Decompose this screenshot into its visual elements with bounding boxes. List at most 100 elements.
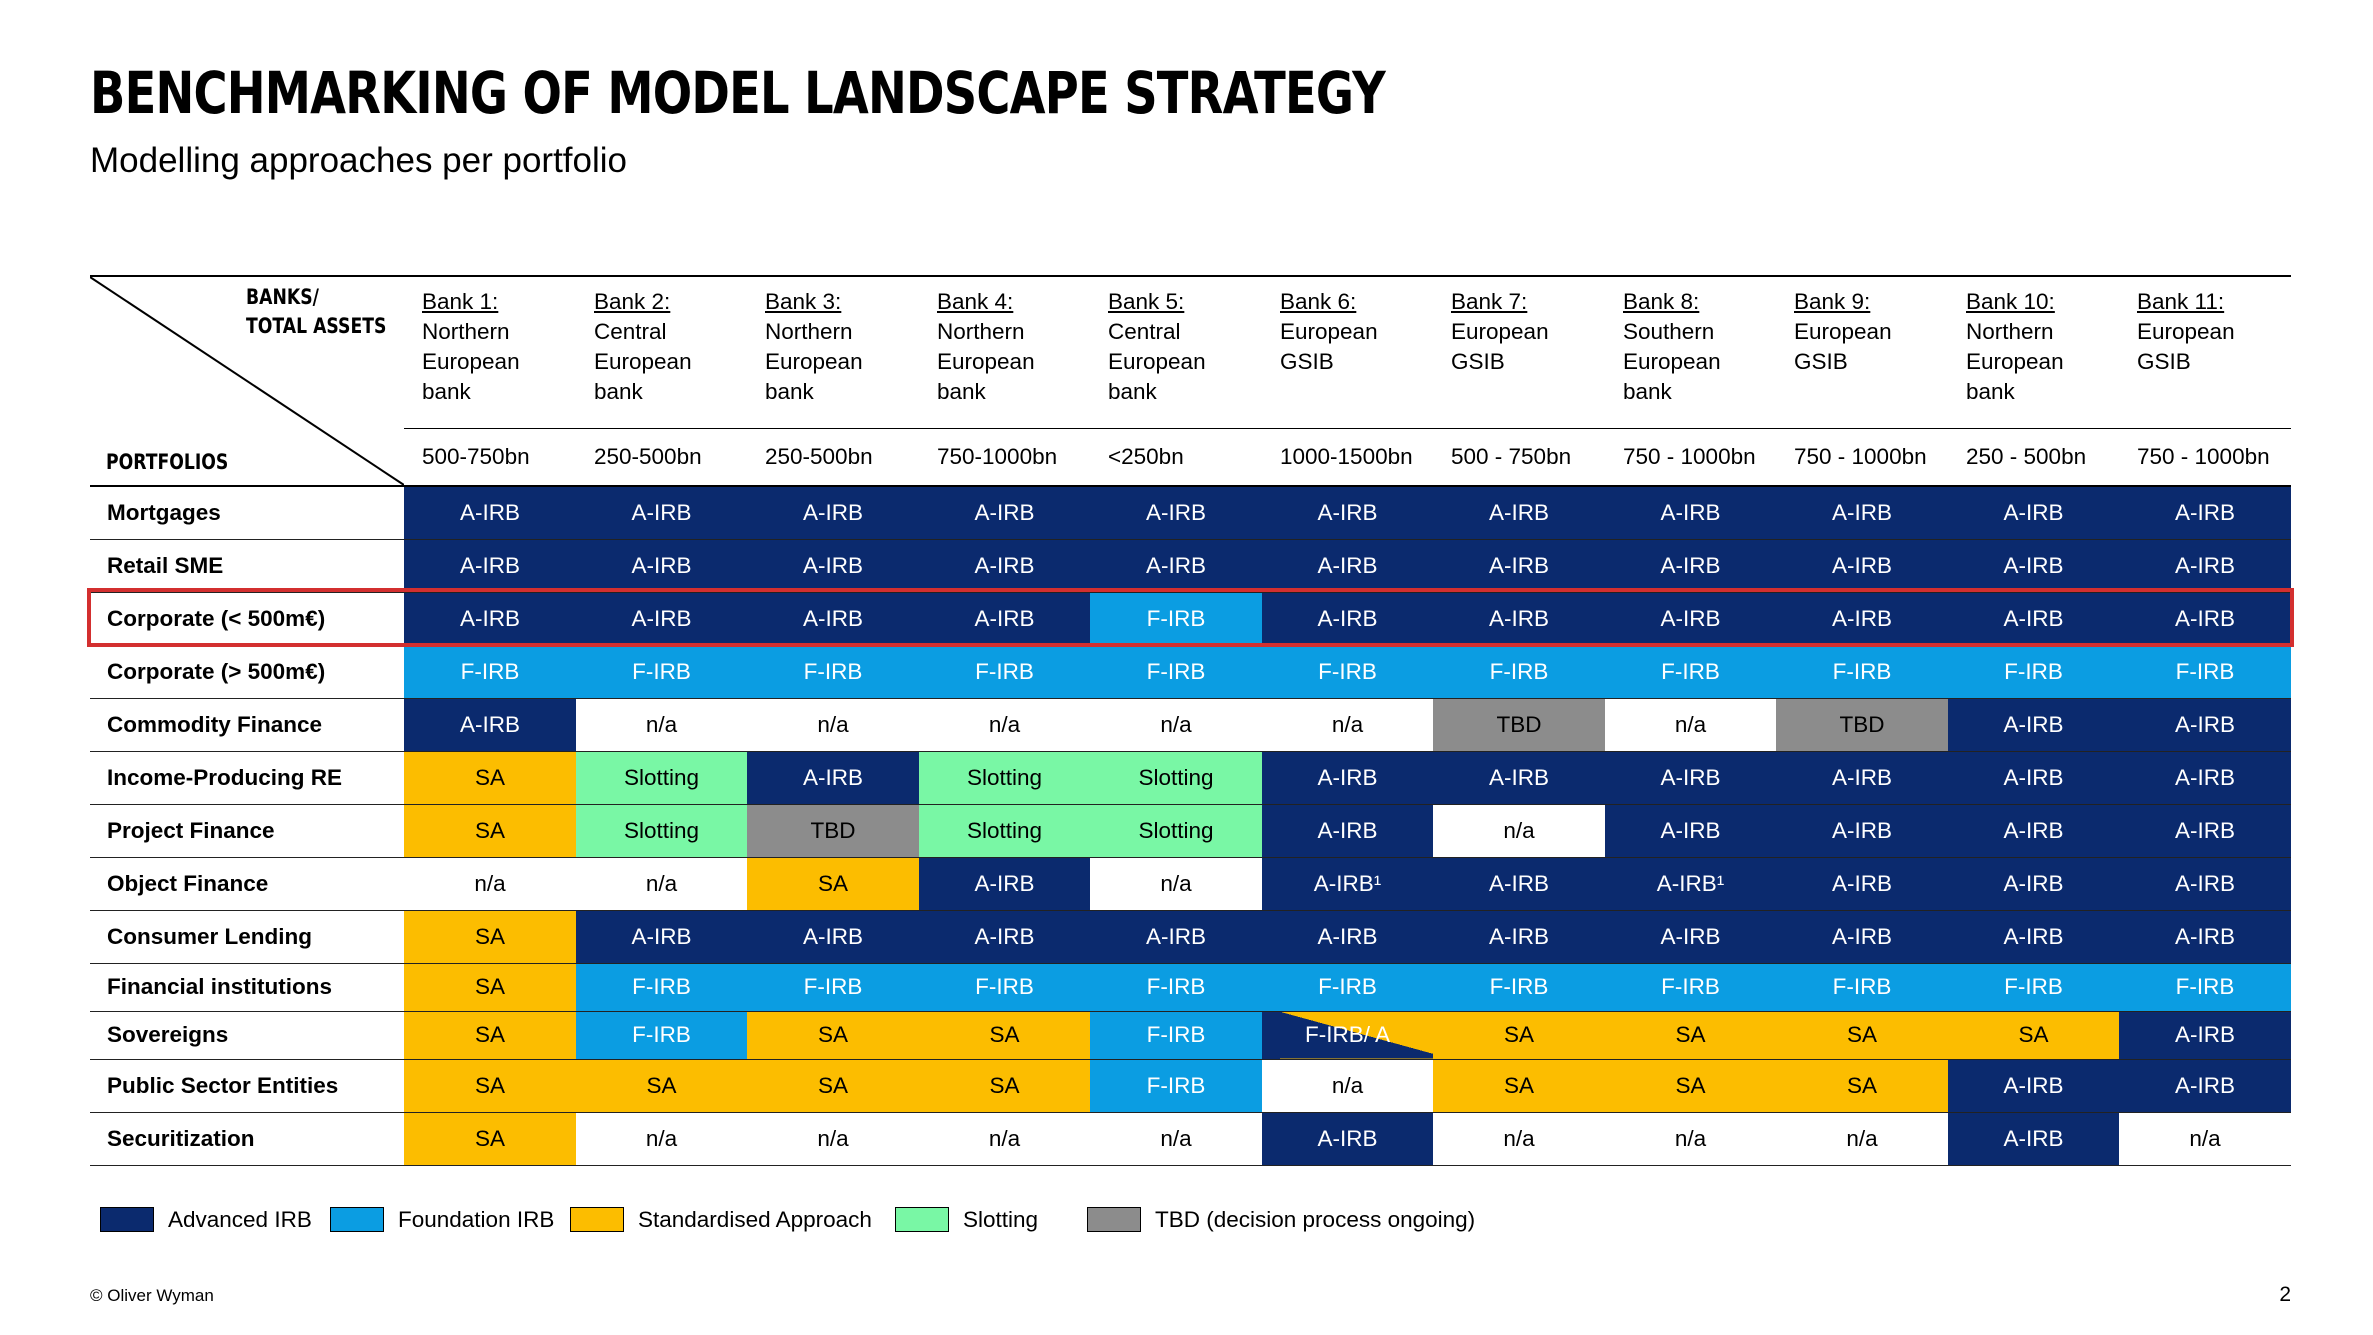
approach-cell: A-IRB bbox=[1948, 486, 2119, 540]
bank-description-line: bank bbox=[1108, 379, 1157, 404]
approach-cell: SA bbox=[1433, 1011, 1605, 1060]
approach-cell: A-IRB bbox=[1262, 1112, 1433, 1166]
bank-name: Bank 2: bbox=[594, 289, 671, 314]
approach-cell: F-IRB bbox=[576, 645, 747, 699]
approach-cell: A-IRB bbox=[1433, 592, 1605, 646]
approach-cell: F-IRB bbox=[1262, 963, 1433, 1012]
approach-cell: F-IRB/ A bbox=[1262, 1011, 1433, 1060]
bank-header: Bank 6: European GSIB bbox=[1262, 275, 1433, 429]
approach-cell: n/a bbox=[576, 857, 747, 911]
bank-header: Bank 4: Northern European bank bbox=[919, 275, 1090, 429]
bank-description-line: European bbox=[1623, 349, 1721, 374]
legend-swatch bbox=[100, 1206, 154, 1232]
approach-cell: F-IRB bbox=[1776, 645, 1948, 699]
table-row: Retail SME A-IRB A-IRB A-IRB A-IRB A-IRB A-IRB… bbox=[90, 539, 2291, 593]
approach-cell: A-IRB bbox=[919, 910, 1090, 964]
approach-cell: F-IRB bbox=[919, 645, 1090, 699]
bank-description-line: European bbox=[422, 349, 520, 374]
approach-cell: n/a bbox=[1262, 1059, 1433, 1113]
table-row: Corporate (< 500m€) A-IRB A-IRB A-IRB A-IRB F… bbox=[90, 592, 2291, 646]
bank-description-line: bank bbox=[937, 379, 986, 404]
bank-name: Bank 1: bbox=[422, 289, 499, 314]
approach-cell: A-IRB bbox=[2119, 910, 2291, 964]
approach-cell: A-IRB bbox=[1262, 592, 1433, 646]
bank-total-assets: 750-1000bn bbox=[919, 428, 1090, 487]
page-title: BENCHMARKING OF MODEL LANDSCAPE STRATEGY bbox=[90, 59, 1386, 127]
approach-cell: SA bbox=[404, 910, 576, 964]
approach-cell: SA bbox=[747, 857, 919, 911]
table-row: Object Finance n/a n/a SA A-IRB n/a A-IRB¹ A-IR… bbox=[90, 857, 2291, 911]
bank-name: Bank 8: bbox=[1623, 289, 1700, 314]
bank-description-line: Central bbox=[594, 319, 667, 344]
bank-total-assets: 750 - 1000bn bbox=[1776, 428, 1948, 487]
approach-cell: n/a bbox=[1776, 1112, 1948, 1166]
bank-description-line: bank bbox=[422, 379, 471, 404]
approach-cell: A-IRB bbox=[2119, 857, 2291, 911]
approach-cell: A-IRB bbox=[576, 592, 747, 646]
approach-cell: F-IRB bbox=[404, 645, 576, 699]
legend-item: Standardised Approach bbox=[570, 1205, 872, 1235]
approach-cell: n/a bbox=[1433, 1112, 1605, 1166]
approach-cell: F-IRB bbox=[2119, 645, 2291, 699]
approach-cell: F-IRB bbox=[1605, 963, 1776, 1012]
approach-cell: A-IRB bbox=[747, 910, 919, 964]
bank-description-line: European bbox=[1108, 349, 1206, 374]
header-row-banks: BANKS/TOTAL ASSETS PORTFOLIOS Bank 1: North… bbox=[90, 275, 2291, 487]
approach-cell: A-IRB bbox=[1262, 804, 1433, 858]
approach-cell: F-IRB bbox=[1776, 963, 1948, 1012]
approach-cell: SA bbox=[576, 1059, 747, 1113]
approach-cell: A-IRB bbox=[1433, 486, 1605, 540]
footer-copyright: © Oliver Wyman bbox=[90, 1286, 214, 1305]
approach-cell: A-IRB bbox=[747, 539, 919, 593]
approach-cell: F-IRB bbox=[576, 963, 747, 1012]
approach-cell: n/a bbox=[919, 1112, 1090, 1166]
bank-header: Bank 10: Northern European bank bbox=[1948, 275, 2119, 429]
approach-cell: A-IRB bbox=[1433, 910, 1605, 964]
approach-cell: A-IRB bbox=[1262, 486, 1433, 540]
approach-cell: A-IRB bbox=[2119, 539, 2291, 593]
approach-cell: A-IRB bbox=[1605, 910, 1776, 964]
approach-cell: F-IRB bbox=[1090, 1059, 1262, 1113]
approach-cell: SA bbox=[404, 1112, 576, 1166]
approach-cell: F-IRB bbox=[1948, 963, 2119, 1012]
bank-name: Bank 7: bbox=[1451, 289, 1528, 314]
bank-header: Bank 2: Central European bank bbox=[576, 275, 747, 429]
approach-cell: F-IRB bbox=[1433, 645, 1605, 699]
table-row: Project Finance SA Slotting TBD Slotting Slot… bbox=[90, 804, 2291, 858]
approach-cell: A-IRB bbox=[1262, 910, 1433, 964]
approach-cell: A-IRB bbox=[404, 592, 576, 646]
approach-cell: n/a bbox=[1433, 804, 1605, 858]
approach-cell: A-IRB bbox=[1605, 592, 1776, 646]
approach-cell: F-IRB bbox=[1948, 645, 2119, 699]
bank-description-line: European bbox=[2137, 319, 2235, 344]
approach-cell: A-IRB bbox=[1776, 857, 1948, 911]
approach-cell: n/a bbox=[1090, 857, 1262, 911]
approach-cell: A-IRB¹ bbox=[1605, 857, 1776, 911]
portfolio-label: Mortgages bbox=[90, 486, 404, 540]
portfolio-label: Corporate (< 500m€) bbox=[90, 592, 404, 646]
table-row: Income-Producing RE SA Slotting A-IRB Slotti… bbox=[90, 751, 2291, 805]
approach-cell: TBD bbox=[1776, 698, 1948, 752]
approach-cell: A-IRB bbox=[2119, 698, 2291, 752]
bank-total-assets: 250-500bn bbox=[747, 428, 919, 487]
page-number: 2 bbox=[2279, 1283, 2291, 1306]
bank-description-line: European bbox=[1794, 319, 1892, 344]
legend-label: Advanced IRB bbox=[168, 1207, 312, 1232]
header-corner: BANKS/TOTAL ASSETS PORTFOLIOS bbox=[90, 275, 404, 487]
approach-cell: A-IRB bbox=[1605, 804, 1776, 858]
approach-cell: A-IRB bbox=[1948, 592, 2119, 646]
approach-cell: F-IRB bbox=[1090, 1011, 1262, 1060]
bank-name: Bank 3: bbox=[765, 289, 842, 314]
approach-cell: SA bbox=[1605, 1011, 1776, 1060]
approach-cell: A-IRB bbox=[1090, 486, 1262, 540]
approach-cell: SA bbox=[1433, 1059, 1605, 1113]
approach-cell: SA bbox=[747, 1011, 919, 1060]
portfolio-label: Commodity Finance bbox=[90, 698, 404, 752]
approach-cell: A-IRB bbox=[1948, 804, 2119, 858]
approach-cell: n/a bbox=[576, 1112, 747, 1166]
approach-cell: n/a bbox=[919, 698, 1090, 752]
table-row: Commodity Finance A-IRB n/a n/a n/a n/a n/a TBD… bbox=[90, 698, 2291, 752]
approach-cell: A-IRB bbox=[2119, 1059, 2291, 1113]
portfolio-label: Sovereigns bbox=[90, 1011, 404, 1060]
approach-cell: Slotting bbox=[1090, 804, 1262, 858]
